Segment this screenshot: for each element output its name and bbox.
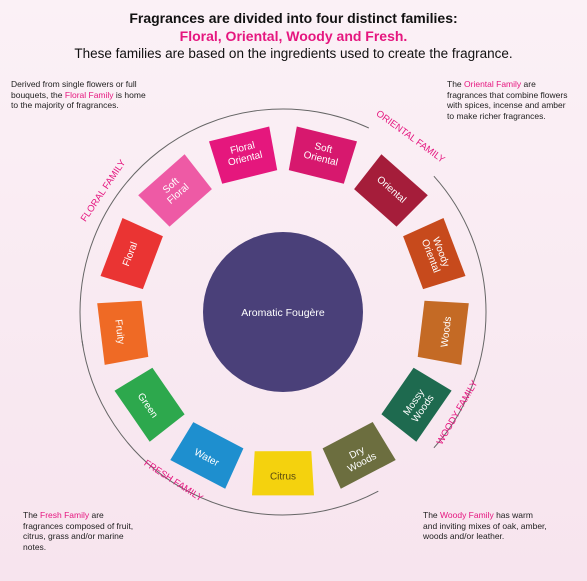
woody-description: The Woody Family has warm and inviting m…	[423, 510, 547, 541]
segment-soft-oriental: SoftOriental	[288, 126, 357, 184]
segment-shape-fruity	[97, 300, 149, 365]
segment-shape-oriental	[354, 154, 428, 227]
arc-woody	[433, 175, 487, 449]
segment-floral: Floral	[100, 218, 163, 290]
segment-shape-floral-oriental	[209, 126, 278, 184]
segment-shape-soft-floral	[138, 154, 212, 227]
subtitle-families: Floral, Oriental, Woody and Fresh.	[179, 28, 408, 44]
oriental-description: The Oriental Family are fragrances that …	[447, 79, 568, 121]
segment-shape-water	[170, 422, 244, 489]
segment-shape-green	[114, 367, 185, 442]
segment-floral-oriental: FloralOriental	[209, 126, 278, 184]
center-circle	[203, 232, 363, 392]
segment-shape-dry-woods	[322, 422, 396, 489]
segment-label-fruity: Fruity	[112, 319, 126, 345]
fresh-description: The Fresh Family are fragrances composed…	[23, 510, 134, 552]
segment-green: Green	[114, 367, 185, 442]
segment-shape-floral	[100, 218, 163, 290]
arc-floral-oriental	[79, 108, 370, 348]
segment-woods: Woods	[417, 300, 469, 365]
segment-shape-woods	[417, 300, 469, 365]
segment-shape-mossy-woods	[381, 367, 452, 442]
arc-fresh	[81, 340, 379, 516]
header: Fragrances are divided into four distinc…	[0, 10, 587, 61]
family-label-floral: FLORAL FAMILY	[79, 157, 129, 224]
wheel-segments: FloralOrientalSoftOrientalOrientalWoodyO…	[97, 126, 469, 496]
segment-dry-woods: DryWoods	[322, 422, 396, 489]
family-arcs	[79, 108, 487, 516]
segment-citrus: Citrus	[252, 451, 314, 496]
segment-water: Water	[170, 422, 244, 489]
center-label: Aromatic Fougère	[241, 307, 325, 319]
subtitle-ingredients: These families are based on the ingredie…	[74, 46, 513, 61]
title: Fragrances are divided into four distinc…	[129, 10, 458, 26]
floral-description: Derived from single flowers or full bouq…	[11, 79, 146, 110]
segment-label-woods: Woods	[439, 316, 454, 348]
segment-label-citrus: Citrus	[270, 472, 296, 483]
segment-fruity: Fruity	[97, 300, 149, 365]
segment-oriental: Oriental	[354, 154, 428, 227]
segment-soft-floral: SoftFloral	[138, 154, 212, 227]
segment-shape-citrus	[252, 451, 314, 496]
segment-woody-oriental: WoodyOriental	[403, 218, 466, 290]
segment-shape-woody-oriental	[403, 218, 466, 290]
segment-shape-soft-oriental	[288, 126, 357, 184]
